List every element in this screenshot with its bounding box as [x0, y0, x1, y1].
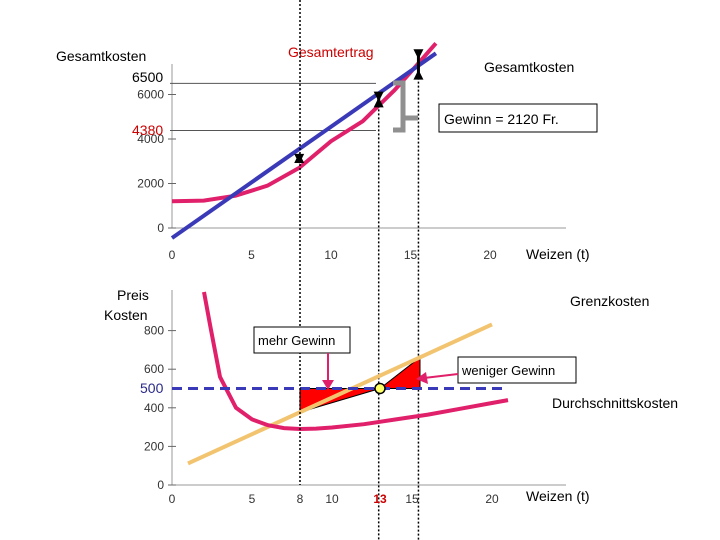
bottom-y-tick-label: 0 — [157, 478, 164, 492]
grenzkosten-label: Grenzkosten — [570, 293, 649, 309]
bottom-y-tick-label: 200 — [144, 439, 164, 453]
y-mark-500: 500 — [140, 380, 164, 396]
top-y-tick-label: 6000 — [137, 88, 164, 102]
y-mark-4380: 4380 — [132, 122, 163, 138]
bottom-y-axis: 0 200 400 600 800 — [144, 290, 566, 492]
more-gain-label: mehr Gewinn — [258, 333, 335, 348]
bottom-y-tick-label: 800 — [144, 324, 164, 338]
grenzkosten-line — [187, 322, 493, 466]
bottom-x-tick-label: 5 — [249, 492, 256, 506]
bottom-y-axis-label-2: Kosten — [104, 307, 148, 323]
top-x-tick-label: 15 — [404, 248, 418, 262]
bottom-x-axis-label: Weizen (t) — [526, 488, 590, 504]
bottom-y-tick-label: 400 — [144, 401, 164, 415]
gain-arrow-head-icon — [413, 49, 424, 60]
top-x-tick-label: 5 — [248, 248, 255, 262]
durchschnittskosten-label: Durchschnittskosten — [552, 395, 678, 411]
bottom-x-axis: 0 5 8 10 13 15 20 — [169, 492, 499, 506]
top-x-axis-label: Weizen (t) — [526, 246, 590, 262]
gain-label: Gewinn = 2120 Fr. — [444, 111, 559, 127]
gain-arrow-head-icon — [373, 91, 384, 102]
top-y-tick-label: 2000 — [137, 177, 164, 191]
more-gain-box — [253, 326, 351, 354]
gain-bracket-icon — [393, 80, 418, 133]
top-x-tick-label: 20 — [483, 248, 497, 262]
less-gain-pointer-head — [416, 372, 428, 384]
gain-arrow-head-icon — [294, 153, 305, 164]
top-y-tick-label: 0 — [157, 221, 164, 235]
bottom-x-tick-label: 0 — [169, 492, 176, 506]
more-gain-pointer-head — [322, 380, 334, 390]
gesamtkosten-label: Gesamtkosten — [484, 59, 574, 75]
top-x-axis: 0 5 10 15 20 — [169, 248, 497, 262]
bottom-x-tick-label: 10 — [325, 492, 339, 506]
top-dotted-lines — [377, 65, 420, 540]
bottom-y-axis-label-1: Preis — [117, 287, 149, 303]
gain-box — [438, 103, 598, 133]
top-y-tick-label: 4000 — [137, 132, 164, 146]
top-y-axis-label: Gesamtkosten — [56, 48, 146, 64]
less-gain-label: weniger Gewinn — [461, 363, 555, 378]
top-y-axis: 0 2000 4000 6000 — [137, 64, 566, 235]
bottom-x-tick-label: 13 — [373, 492, 387, 506]
gesamtertrag-label: Gesamtertrag — [288, 44, 374, 60]
bottom-x-tick-label: 15 — [405, 492, 419, 506]
gesamtkosten-curve — [171, 41, 438, 204]
y-mark-6500: 6500 — [132, 69, 163, 85]
bottom-x-tick-label: 8 — [297, 492, 304, 506]
optimum-marker — [374, 382, 386, 395]
top-x-tick-label: 0 — [169, 248, 176, 262]
bottom-y-tick-label: 600 — [144, 362, 164, 376]
top-arrows — [294, 49, 424, 164]
less-gain-pointer — [423, 373, 459, 379]
gesamtertrag-line — [170, 51, 438, 240]
less-gain-box — [457, 356, 577, 384]
bottom-x-tick-label: 20 — [485, 492, 499, 506]
durchschnittskosten-curve — [202, 291, 509, 432]
top-x-tick-label: 10 — [324, 248, 338, 262]
